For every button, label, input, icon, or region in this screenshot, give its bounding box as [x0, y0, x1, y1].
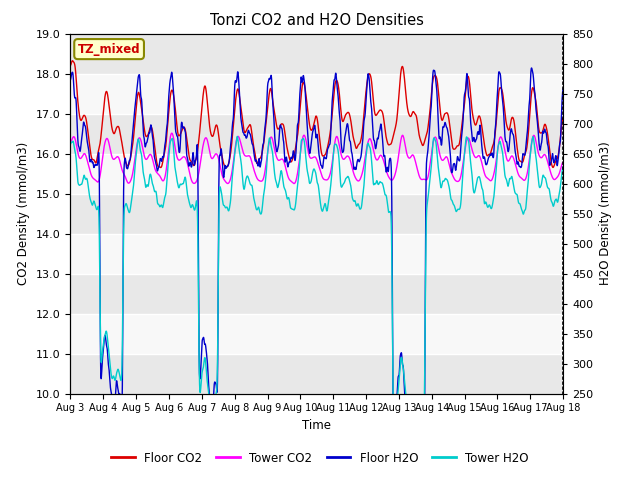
X-axis label: Time: Time: [302, 419, 332, 432]
Bar: [70, 274, 563, 313]
Bar: [70, 34, 563, 73]
Bar: [70, 193, 563, 234]
Title: Tonzi CO2 and H2O Densities: Tonzi CO2 and H2O Densities: [210, 13, 424, 28]
Bar: [70, 73, 563, 114]
Text: TZ_mixed: TZ_mixed: [78, 43, 140, 56]
Bar: [70, 114, 563, 154]
Y-axis label: H2O Density (mmol/m3): H2O Density (mmol/m3): [599, 142, 612, 286]
Legend: Floor CO2, Tower CO2, Floor H2O, Tower H2O: Floor CO2, Tower CO2, Floor H2O, Tower H…: [106, 447, 534, 469]
Bar: [70, 354, 563, 394]
Y-axis label: CO2 Density (mmol/m3): CO2 Density (mmol/m3): [17, 142, 30, 285]
Bar: [70, 234, 563, 274]
Bar: [70, 154, 563, 193]
Bar: [70, 313, 563, 354]
